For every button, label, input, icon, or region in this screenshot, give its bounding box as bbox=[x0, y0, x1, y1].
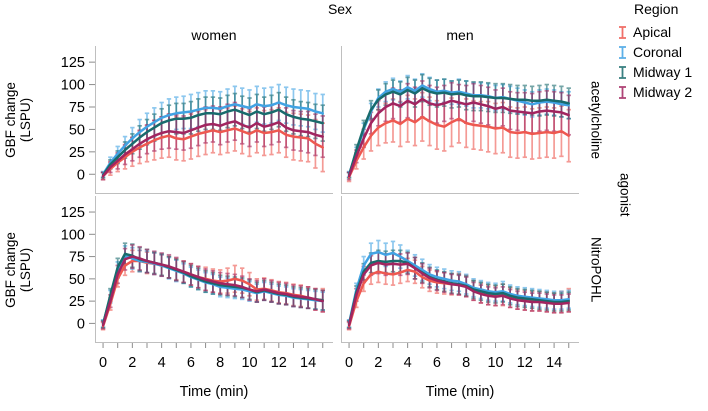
legend-title: Region bbox=[634, 1, 679, 17]
line-coronal bbox=[101, 101, 324, 176]
svg-text:50: 50 bbox=[69, 122, 85, 138]
svg-text:10: 10 bbox=[241, 355, 257, 371]
legend-item-label: Coronal bbox=[633, 44, 683, 60]
legend-item-label: Midway 2 bbox=[633, 84, 693, 100]
y-axis-title-top-row: GBF change (LSPU) bbox=[0, 46, 36, 194]
svg-text:125: 125 bbox=[61, 55, 85, 71]
line-midway-1 bbox=[101, 108, 324, 177]
svg-text:2: 2 bbox=[374, 355, 382, 371]
y-axis-title-line2: (LSPU) bbox=[18, 247, 34, 292]
col-facet-label-men: men bbox=[446, 27, 474, 43]
panel-women-acetylcholine: 0 25 50 75 100 125 bbox=[61, 46, 333, 194]
x-axis-title-men: Time (min) bbox=[425, 384, 495, 400]
errorbar-icon bbox=[619, 25, 626, 39]
legend: Region Apical Coronal Midway 1 Midway 2 bbox=[618, 1, 692, 102]
svg-text:4: 4 bbox=[404, 355, 412, 371]
svg-text:100: 100 bbox=[61, 227, 85, 243]
svg-text:0: 0 bbox=[345, 355, 353, 371]
svg-text:4: 4 bbox=[158, 355, 166, 371]
svg-text:75: 75 bbox=[69, 250, 85, 266]
panel-women-nitropohl: 0 25 50 75 100 125 0 2 4 6 8 10 12 14 bbox=[61, 196, 333, 371]
svg-text:125: 125 bbox=[61, 205, 85, 221]
legend-item-apical: Apical bbox=[618, 22, 692, 42]
svg-text:12: 12 bbox=[271, 355, 287, 371]
svg-text:0: 0 bbox=[99, 355, 107, 371]
svg-text:0: 0 bbox=[77, 167, 85, 183]
legend-item-coronal: Coronal bbox=[618, 42, 692, 62]
y-axis-title-line1: GBF change bbox=[3, 82, 19, 158]
svg-text:12: 12 bbox=[517, 355, 533, 371]
errorbar-icon bbox=[619, 45, 626, 59]
errorbar-icon bbox=[619, 65, 626, 79]
svg-text:10: 10 bbox=[487, 355, 503, 371]
error-bars-layer bbox=[100, 83, 325, 181]
svg-text:8: 8 bbox=[462, 355, 470, 371]
row-facet-group-title: agonist bbox=[617, 172, 633, 217]
svg-text:25: 25 bbox=[69, 294, 85, 310]
legend-item-midway-2: Midway 2 bbox=[618, 82, 692, 102]
svg-text:14: 14 bbox=[300, 355, 316, 371]
x-axis-title-women: Time (min) bbox=[179, 384, 249, 400]
line-midway-2 bbox=[347, 261, 570, 327]
panel-men-nitropohl: 0 2 4 6 8 10 12 14 bbox=[341, 196, 579, 371]
line-midway-1 bbox=[347, 86, 570, 177]
row-facet-label-nitropohl: NitroPOHL bbox=[588, 236, 604, 303]
line-coronal bbox=[347, 84, 570, 176]
legend-item-label: Midway 1 bbox=[633, 64, 693, 80]
legend-item-midway-1: Midway 1 bbox=[618, 62, 692, 82]
line-midway-2 bbox=[347, 97, 570, 178]
col-facet-label-women: women bbox=[191, 27, 237, 43]
y-axis-title-bottom-row: GBF change (LSPU) bbox=[0, 196, 36, 343]
svg-text:0: 0 bbox=[77, 316, 85, 332]
svg-text:100: 100 bbox=[61, 78, 85, 94]
y-axis-title-line2: (LSPU) bbox=[18, 97, 34, 143]
col-facet-group-title: Sex bbox=[327, 1, 353, 17]
line-midway-2 bbox=[101, 120, 324, 178]
line-apical bbox=[101, 127, 324, 178]
svg-text:14: 14 bbox=[546, 355, 562, 371]
legend-item-label: Apical bbox=[633, 24, 672, 40]
row-facet-label-acetylcholine: acetylcholine bbox=[588, 80, 604, 160]
y-axis-title-line1: GBF change bbox=[3, 231, 19, 308]
errorbar-icon bbox=[619, 85, 626, 99]
line-midway-2 bbox=[101, 255, 324, 327]
svg-text:2: 2 bbox=[128, 355, 136, 371]
svg-text:6: 6 bbox=[187, 355, 195, 371]
panel-men-acetylcholine bbox=[341, 46, 579, 194]
line-coronal bbox=[347, 250, 570, 325]
svg-text:25: 25 bbox=[69, 145, 85, 161]
svg-text:75: 75 bbox=[69, 100, 85, 116]
svg-text:50: 50 bbox=[69, 272, 85, 288]
svg-text:6: 6 bbox=[433, 355, 441, 371]
line-apical bbox=[347, 115, 570, 179]
svg-text:8: 8 bbox=[216, 355, 224, 371]
